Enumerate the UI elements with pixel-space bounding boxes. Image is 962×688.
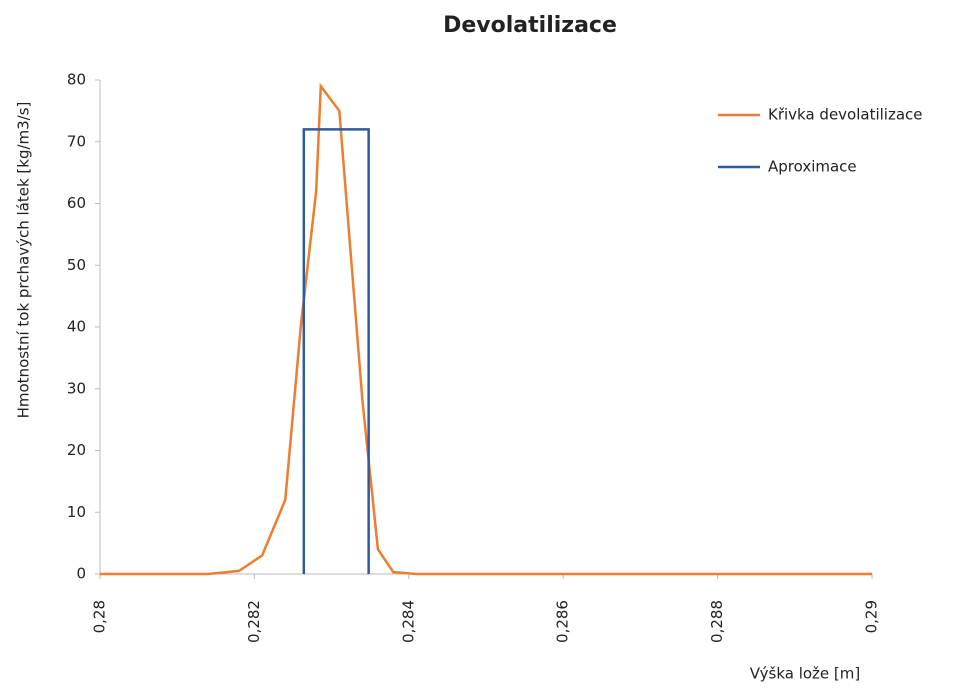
x-tick-label: 0,282 <box>245 600 263 643</box>
y-tick-label: 50 <box>67 256 86 274</box>
x-tick-label: 0,284 <box>399 600 417 643</box>
x-tick-label: 0,286 <box>554 600 572 643</box>
series-line <box>100 82 872 576</box>
chart-title: Devolatilizace <box>443 13 617 38</box>
legend-label: Aproximace <box>768 158 857 176</box>
y-tick-label: 60 <box>67 194 86 212</box>
x-tick-label: 0,28 <box>91 600 109 633</box>
x-tick-label: 0,288 <box>708 600 726 643</box>
y-tick-label: 0 <box>76 565 86 583</box>
y-tick-label: 20 <box>67 441 86 459</box>
x-tick-label: 0,29 <box>863 600 881 633</box>
series-line <box>302 128 370 574</box>
y-axis-label: Hmotnostní tok prchavých látek [kg/m3/s] <box>15 102 33 419</box>
y-tick-label: 80 <box>67 71 86 89</box>
y-tick-label: 70 <box>67 132 86 150</box>
y-tick-label: 40 <box>67 318 86 336</box>
x-axis-label: Výška lože [m] <box>750 665 860 683</box>
legend-label: Křivka devolatilizace <box>768 106 923 124</box>
y-tick-label: 30 <box>67 379 86 397</box>
y-tick-label: 10 <box>67 503 86 521</box>
